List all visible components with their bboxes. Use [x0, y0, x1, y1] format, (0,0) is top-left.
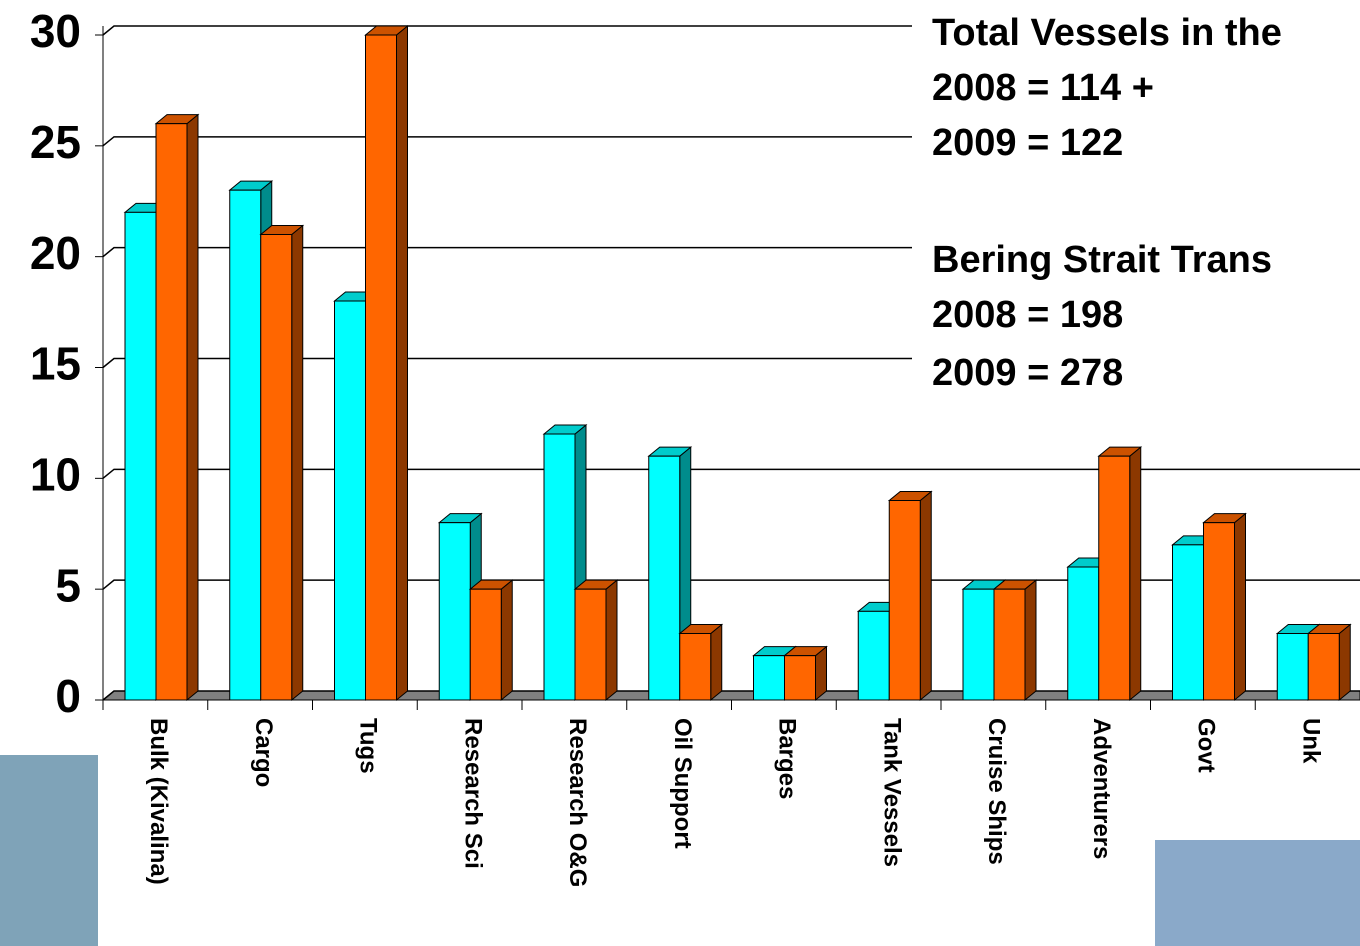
annotation: 2009 = 278 — [932, 352, 1123, 394]
bar-face — [396, 24, 408, 702]
bar — [573, 579, 619, 702]
bar-face — [710, 623, 723, 702]
y-tick-label: 25 — [30, 116, 81, 168]
y-tick-label: 15 — [30, 338, 81, 390]
bar-face — [124, 211, 157, 701]
bar-face — [260, 234, 293, 701]
grid-line — [102, 579, 1360, 590]
x-tick-label: Barges — [774, 718, 801, 799]
bar-face — [962, 588, 995, 701]
annotation: 2008 = 198 — [932, 294, 1123, 336]
photo-right — [1155, 840, 1360, 946]
bar-face — [753, 655, 785, 701]
bar-face — [919, 490, 932, 702]
bar-face — [229, 189, 262, 701]
bar-face — [1276, 633, 1309, 701]
bar-face — [543, 433, 576, 701]
x-tick-label: Research O&G — [564, 718, 591, 887]
bar-face — [334, 300, 366, 701]
bar — [992, 579, 1038, 702]
bar-face — [679, 633, 712, 701]
bar-face — [1067, 566, 1100, 701]
bar-face — [993, 588, 1026, 701]
bar — [259, 224, 305, 702]
bar-face — [857, 610, 890, 701]
y-tick-label: 30 — [30, 5, 81, 57]
annotation: Bering Strait Trans — [932, 239, 1272, 281]
bar — [1097, 446, 1143, 702]
x-tick-label: Cruise Ships — [983, 718, 1010, 865]
bar — [678, 623, 724, 702]
x-tick-label: Cargo — [250, 718, 277, 787]
bar — [468, 579, 514, 702]
x-tick-label: Adventurers — [1088, 718, 1115, 859]
bar-face — [1024, 579, 1037, 702]
bar-face — [291, 224, 304, 702]
bar-face — [1307, 633, 1340, 701]
bar — [783, 645, 828, 702]
x-tick-label: Bulk (Kivalina) — [145, 718, 172, 885]
bar-face — [784, 655, 816, 701]
bar-face — [186, 113, 199, 702]
bar — [1202, 512, 1247, 702]
bar-face — [605, 579, 618, 702]
y-tick-label: 20 — [30, 227, 81, 279]
bar-face — [648, 455, 681, 701]
bar — [364, 24, 409, 702]
bar — [154, 113, 200, 702]
annotation-box — [912, 12, 1360, 407]
bar-face — [155, 123, 188, 701]
x-tick-label: Oil Support — [669, 718, 696, 849]
annotation: 2008 = 114 + — [932, 67, 1154, 109]
grid-line — [102, 468, 1360, 479]
y-tick-label: 5 — [55, 559, 81, 611]
x-tick-label: Govt — [1193, 718, 1220, 773]
annotation: Total Vessels in the — [932, 12, 1282, 54]
photo-left — [0, 755, 98, 946]
bar-face — [1338, 623, 1351, 702]
bar-face — [1129, 446, 1142, 702]
x-tick-label: Research Sci — [459, 718, 486, 869]
x-tick-label: Unk — [1297, 718, 1324, 764]
bar-face — [1172, 544, 1204, 701]
y-tick-label: 10 — [30, 448, 81, 500]
bar-face — [1098, 455, 1131, 701]
bar-face — [574, 588, 607, 701]
x-tick-label: Tank Vessels — [878, 718, 905, 867]
bar-face — [365, 34, 397, 701]
grid-line — [102, 690, 1360, 701]
bar-face — [888, 500, 921, 701]
annotation: 2009 = 122 — [932, 122, 1123, 164]
bar — [887, 490, 933, 702]
bar-face — [1203, 522, 1235, 701]
bar-face — [438, 522, 471, 701]
x-tick-label: Tugs — [355, 718, 382, 774]
bar-face — [500, 579, 513, 702]
bar-face — [469, 588, 502, 701]
bar — [1306, 623, 1352, 702]
y-tick-label: 0 — [55, 670, 81, 722]
bar-face — [1234, 512, 1246, 702]
